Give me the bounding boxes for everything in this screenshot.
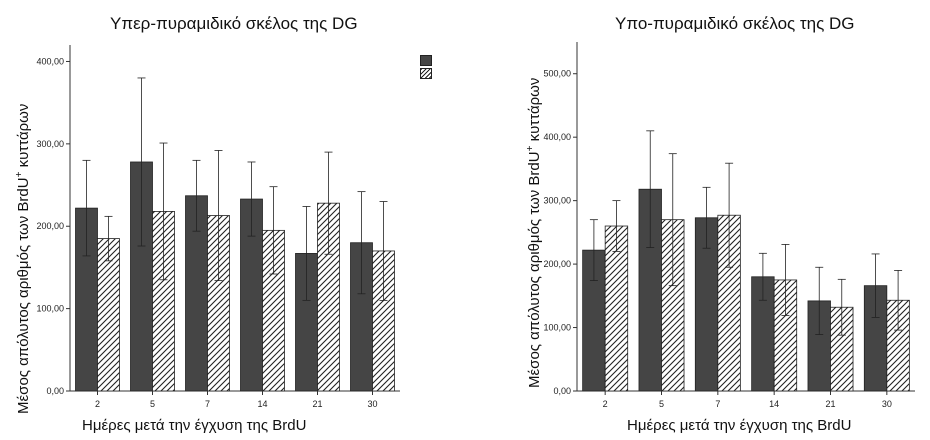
bar-hatched	[97, 238, 120, 392]
y-tick-label: 200,00	[543, 259, 571, 269]
x-tick-label: 30	[367, 399, 377, 409]
x-tick-label: 14	[257, 399, 267, 409]
legend-swatch-solid	[420, 55, 432, 66]
legend-swatch-hatched	[420, 68, 432, 79]
chart-title: Υπερ-πυραμιδικό σκέλος της DG	[110, 14, 358, 33]
x-tick-label: 30	[882, 399, 892, 409]
chart-plot-infra: 0,00 100,00 200,00 300,00 400,00 500,00 2 5 7 14 2…	[543, 42, 915, 409]
x-tick-label: 2	[95, 399, 100, 409]
x-axis-label: Ημέρες μετά την έγχυση της BrdU	[627, 417, 852, 434]
x-tick-label: 21	[825, 399, 835, 409]
y-tick-label: 100,00	[36, 304, 64, 314]
x-tick-label: 2	[603, 399, 608, 409]
y-tick-label: 300,00	[36, 139, 64, 149]
chart-title: Υπο-πυραμιδικό σκέλος της DG	[615, 14, 855, 33]
chart-plot-supra: 0,00 100,00 200,00 300,00 400,00 2 5 7 14 21 30	[36, 45, 400, 409]
x-tick-label: 5	[150, 399, 155, 409]
chart-panel-supra: Υπερ-πυραμιδικό σκέλος της DG Μέσος απόλ…	[14, 14, 432, 434]
y-tick-label: 0,00	[46, 386, 64, 396]
y-tick-label: 200,00	[36, 221, 64, 231]
y-tick-label: 300,00	[543, 196, 571, 206]
y-tick-label: 0,00	[553, 386, 571, 396]
y-tick-label: 400,00	[36, 56, 64, 66]
x-tick-label: 21	[312, 399, 322, 409]
x-tick-label: 5	[659, 399, 664, 409]
y-tick-label: 400,00	[543, 132, 571, 142]
x-tick-label: 7	[205, 399, 210, 409]
x-axis-label: Ημέρες μετά την έγχυση της BrdU	[82, 417, 307, 434]
y-tick-label: 100,00	[543, 323, 571, 333]
x-tick-label: 14	[769, 399, 779, 409]
x-tick-label: 7	[715, 399, 720, 409]
chart-panel-infra: Υπο-πυραμιδικό σκέλος της DG Μέσος απόλυ…	[465, 0, 930, 440]
y-tick-label: 500,00	[543, 69, 571, 79]
